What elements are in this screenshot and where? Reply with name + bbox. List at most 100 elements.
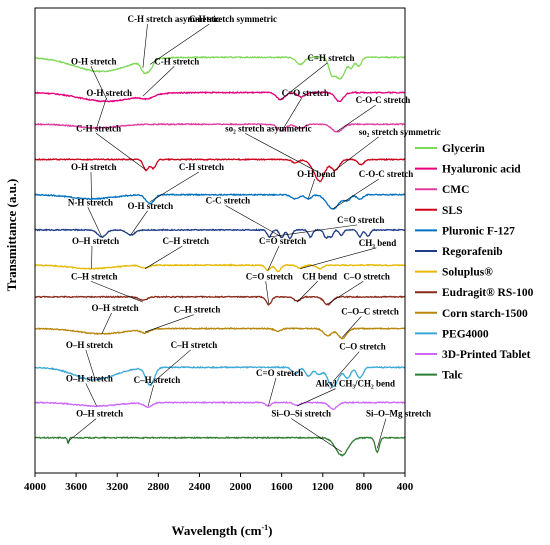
annotation-leader: [280, 62, 328, 100]
annotation-label: C=O stretch: [259, 236, 306, 246]
legend-label: SLS: [442, 205, 462, 217]
annotation-label: O-H stretch: [71, 162, 117, 172]
annotation-label: C-H stretch symmetric: [189, 14, 277, 24]
annotation-leader: [334, 136, 379, 171]
annotation-leader: [281, 97, 302, 132]
legend-label: CMC: [442, 184, 469, 196]
series-line: [34, 365, 406, 388]
annotation-leader: [87, 207, 103, 238]
annotation-label: C–H stretch: [134, 375, 181, 385]
x-tick-label: 400: [397, 481, 414, 493]
x-axis-label-main: Wavelength (cm: [172, 523, 262, 538]
annotation-leader: [142, 24, 148, 68]
annotation-leader: [342, 316, 362, 338]
series-line: [34, 228, 406, 240]
annotation-label: CH₃ bend: [359, 238, 396, 248]
annotation-label: C-H stretch: [76, 123, 121, 133]
annotation-leader: [149, 23, 210, 65]
annotation-label: Si–O–Mg stretch: [366, 409, 431, 419]
x-tick-label: 4000: [24, 481, 47, 493]
annotation-label: CH bend: [302, 271, 337, 281]
annotation-label: C–O stretch: [339, 342, 386, 352]
legend-label: Glycerin: [442, 143, 485, 155]
series-layer: [34, 55, 406, 457]
annotation-leader: [142, 66, 175, 97]
annotation-leader: [244, 133, 318, 173]
annotation-label: C–H stretch: [171, 340, 218, 350]
annotation-label: C–H stretch: [71, 271, 118, 281]
annotation-leader: [332, 178, 379, 210]
legend-label: 3D-Printed Tablet: [442, 349, 531, 361]
annotation-label: N-H stretch: [68, 197, 113, 207]
x-axis-label-unit: -1: [261, 523, 268, 532]
annotation-label: C-O-C stretch: [356, 95, 411, 105]
annotation-leader: [268, 378, 277, 407]
x-tick-label: 2800: [147, 481, 170, 493]
annotation-label: so₂ stretch symmetric: [359, 127, 441, 137]
annotation-leader: [267, 245, 280, 271]
legend-label: Hyaluronic acid: [442, 164, 521, 176]
annotation-leader: [332, 351, 360, 382]
legend-label: Regorafenib: [442, 246, 503, 258]
x-tick-label: 1600: [271, 481, 294, 493]
annotation-label: C–O stretch: [343, 271, 390, 281]
annotation-leader: [327, 280, 364, 305]
annotation-leader: [296, 281, 318, 303]
annotation-label: C=O stretch: [337, 215, 384, 225]
annotation-label: Si–O–Si stretch: [271, 409, 331, 419]
annotation-label: O–H stretch: [66, 340, 113, 350]
annotation-leader: [101, 312, 112, 334]
series-line: [34, 436, 406, 457]
annotation-leader: [336, 104, 376, 132]
annotation-leader: [149, 349, 191, 386]
series-line: [34, 295, 406, 306]
annotation-leader: [85, 383, 97, 407]
series-line: [34, 326, 406, 340]
annotation-leader: [265, 281, 270, 304]
x-tick-label: 2400: [188, 481, 211, 493]
x-axis-ticks: 4000 3600 3200 2800 2400 2000 1600 1200 800 400: [24, 473, 414, 493]
legend-label: Pluronic F-127: [442, 225, 515, 237]
x-tick-label: 2000: [230, 481, 253, 493]
series-line: [34, 263, 406, 273]
annotation-label: C–O–C stretch: [341, 306, 399, 316]
annotation-label: O-H stretch: [128, 201, 174, 211]
annotation-leader: [308, 178, 315, 199]
annotation-label: C–H stretch: [162, 236, 209, 246]
legend-label: Eudragit® RS-100: [442, 287, 534, 299]
annotation-label: O-H bend: [297, 169, 335, 179]
legend: Glycerin Hyaluronic acid CMC SLS Pluronic F-…: [415, 143, 534, 382]
x-axis-label: Wavelength (cm-1): [172, 523, 273, 538]
annotation-leader: [90, 172, 92, 199]
annotation-label: Alkyl CH₃/CH₂ bend: [316, 379, 395, 389]
plot-frame: [34, 7, 406, 474]
series-line: [35, 400, 405, 410]
legend-label: Corn starch-1500: [442, 308, 528, 320]
annotation-label: O-H stretch: [86, 88, 132, 98]
annotation-leader: [85, 349, 95, 378]
annotation-label: C=O stretch: [256, 368, 303, 378]
annotation-label: so₂ stretch asymmetric: [225, 123, 312, 133]
annotation-leader: [68, 418, 97, 442]
annotation-leader: [95, 133, 147, 171]
annotation-leader: [130, 210, 148, 236]
annotation-leader: [144, 314, 194, 333]
series-line: [34, 122, 406, 133]
series-line: [34, 55, 406, 80]
annotation-leader: [90, 66, 108, 100]
annotation-leader: [296, 388, 336, 407]
annotation-label: O–H stretch: [92, 303, 139, 313]
annotation-leader: [291, 418, 342, 453]
annotation-label: C=O stretch: [282, 88, 329, 98]
y-axis-label: Transmittance (a.u.): [4, 179, 19, 292]
annotation-leader: [90, 280, 144, 303]
annotation-label: C=H stretch: [307, 53, 354, 63]
annotation-label: C-O-C stretch: [359, 169, 414, 179]
annotation-label: C–H stretch: [174, 305, 221, 315]
annotation-label: C-H stretch asymmetric: [128, 14, 220, 24]
x-tick-label: 1200: [312, 481, 335, 493]
annotation-label: O–H stretch: [72, 236, 119, 246]
annotation-leader: [96, 97, 107, 128]
